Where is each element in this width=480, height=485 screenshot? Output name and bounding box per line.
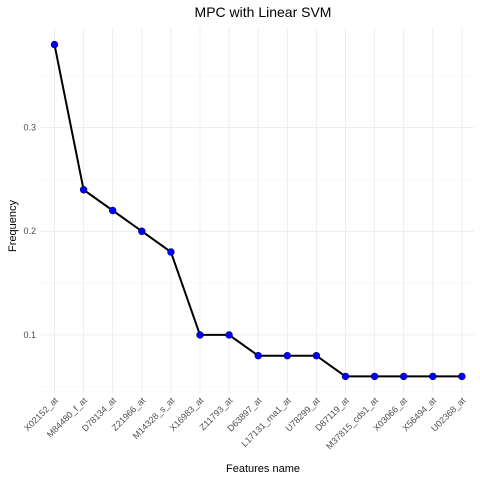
data-point	[283, 351, 291, 360]
data-point	[429, 372, 437, 381]
y-axis-ticks: 0.1 0.2 0.3	[23, 123, 36, 340]
y-tick-label: 0.2	[23, 226, 36, 236]
x-axis-title: Features name	[226, 463, 300, 475]
y-tick-label: 0.1	[23, 330, 36, 340]
data-point	[138, 227, 146, 235]
data-point	[254, 351, 262, 360]
x-tick-label: L17131_rna1_at	[239, 395, 293, 449]
chart-title: MPC with Linear SVM	[195, 4, 332, 20]
y-tick-label: 0.3	[23, 123, 36, 133]
data-point	[50, 40, 59, 49]
data-point	[370, 372, 379, 381]
y-axis-title: Frequency	[7, 200, 19, 252]
data-points	[50, 40, 466, 381]
data-point	[108, 206, 117, 215]
data-point	[341, 372, 350, 381]
data-point	[312, 351, 321, 360]
data-point	[225, 331, 233, 339]
data-point	[167, 248, 175, 256]
x-axis-ticks: X02152_atM84480_f_atD78134_atZ21966_atM1…	[22, 395, 468, 451]
data-point	[79, 186, 88, 194]
grid	[41, 28, 474, 393]
data-point	[458, 372, 466, 381]
x-tick-label: M37815_cds1_at	[324, 395, 380, 451]
data-point	[400, 372, 408, 381]
data-point	[196, 331, 204, 339]
